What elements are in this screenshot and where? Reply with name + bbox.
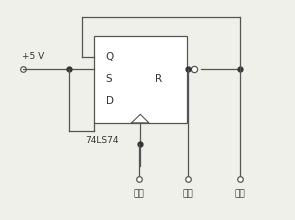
Text: S: S [106, 74, 112, 84]
Text: R: R [155, 74, 162, 84]
Bar [94, 36, 186, 123]
Text: 置位: 置位 [133, 189, 144, 198]
Text: Q: Q [106, 52, 114, 62]
Text: 状态: 状态 [235, 189, 245, 198]
Text: 清除: 清除 [183, 189, 194, 198]
Text: D: D [106, 96, 114, 106]
Text: +5 V: +5 V [22, 52, 44, 61]
Text: 74LS74: 74LS74 [85, 136, 119, 145]
